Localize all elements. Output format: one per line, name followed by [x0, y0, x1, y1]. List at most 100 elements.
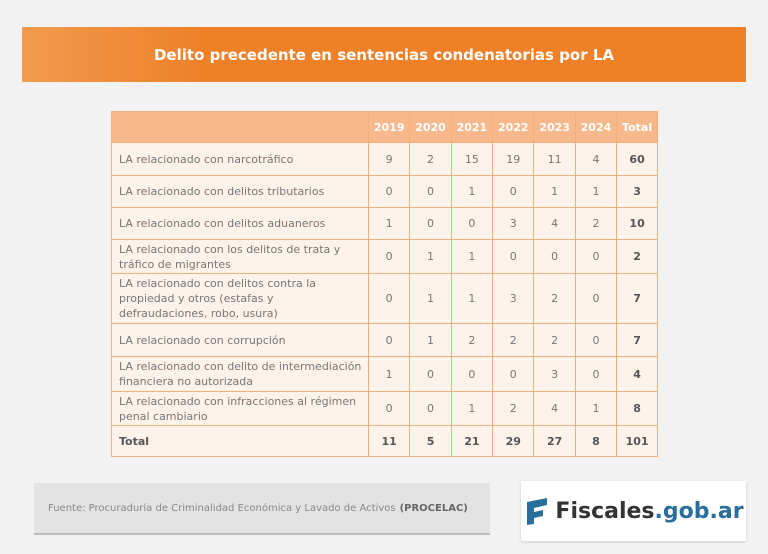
totals-cell: 29 [492, 425, 535, 457]
logo-icon [527, 498, 548, 525]
cell: 0 [492, 175, 535, 208]
cell: 0 [367, 273, 411, 324]
cell: 0 [367, 323, 411, 357]
row-label: LA relacionado con delitos tributarios [111, 175, 369, 208]
cell: 11 [533, 142, 576, 176]
cell: 0 [409, 207, 452, 240]
logo: Fiscales .gob.ar [521, 481, 746, 541]
table-row: LA relacionado con narcotráfico 9 2 15 19 11 4… [111, 142, 658, 176]
column-header: 2019 [367, 111, 411, 143]
cell: 0 [367, 239, 411, 274]
cell: 0 [574, 323, 618, 357]
row-total: 7 [616, 273, 658, 324]
row-label: LA relacionado con corrupción [111, 323, 369, 357]
cell: 0 [492, 239, 535, 274]
cell: 3 [492, 207, 535, 240]
cell: 0 [409, 175, 452, 208]
row-label: LA relacionado con delitos aduaneros [111, 207, 369, 240]
column-header: 2020 [409, 111, 452, 143]
cell: 9 [367, 142, 411, 176]
cell: 1 [367, 207, 411, 240]
cell: 3 [533, 356, 576, 392]
row-total: 8 [616, 391, 658, 426]
source: Fuente: Procuraduría de Criminalidad Eco… [48, 502, 396, 514]
cell: 2 [492, 323, 535, 357]
cell: 0 [492, 356, 535, 392]
header-banner: Delito precedente en sentencias condenat… [22, 27, 746, 82]
cell: 0 [574, 356, 618, 392]
header-row: 2019 2020 2021 2022 2023 2024 Total [111, 111, 658, 143]
cell: 1 [450, 273, 494, 324]
cell: 2 [409, 142, 452, 176]
row-total: 2 [616, 239, 658, 274]
cell: 2 [450, 323, 494, 357]
cell: 1 [450, 391, 494, 426]
totals-cell: 11 [367, 425, 411, 457]
row-total: 4 [616, 356, 658, 392]
totals-label: Total [111, 425, 369, 457]
cell: 4 [574, 142, 618, 176]
row-label: LA relacionado con delito de intermediac… [111, 356, 369, 392]
cell: 1 [409, 323, 452, 357]
source-org: (PROCELAC) [399, 502, 468, 514]
cell: 1 [574, 391, 618, 426]
cell: 0 [574, 273, 618, 324]
table-row: LA relacionado con delitos contra la pro… [111, 273, 658, 324]
cell: 3 [492, 273, 535, 324]
column-header: Total [616, 111, 658, 143]
cell: 2 [533, 273, 576, 324]
cell: 19 [492, 142, 535, 176]
table-row: LA relacionado con corrupción 0 1 2 2 2 0 7 [111, 323, 658, 357]
cell: 1 [409, 239, 452, 274]
cell: 0 [409, 356, 452, 392]
cell: 1 [367, 356, 411, 392]
table-row: LA relacionado con delitos aduaneros 1 0 0 3… [111, 207, 658, 240]
totals-cell: 8 [574, 425, 618, 457]
cell: 0 [450, 207, 494, 240]
table-row: LA relacionado con delito de intermediac… [111, 356, 658, 392]
column-header: 2023 [533, 111, 576, 143]
row-total: 60 [616, 142, 658, 176]
cell: 0 [574, 239, 618, 274]
column-header: 2022 [492, 111, 535, 143]
table-row: LA relacionado con infracciones al régim… [111, 391, 658, 426]
cell: 1 [450, 239, 494, 274]
column-header: 2024 [574, 111, 618, 143]
row-label: LA relacionado con delitos contra la pro… [111, 273, 369, 324]
row-total: 3 [616, 175, 658, 208]
grand-total: 101 [616, 425, 658, 457]
logo-name: Fiscales [555, 498, 655, 524]
row-label: LA relacionado con infracciones al régim… [111, 391, 369, 426]
cell: 0 [409, 391, 452, 426]
title: Delito precedente en sentencias condenat… [153, 45, 615, 64]
cell: 1 [533, 175, 576, 208]
cell: 0 [533, 239, 576, 274]
row-label: LA relacionado con narcotráfico [111, 142, 369, 176]
totals-cell: 5 [409, 425, 452, 457]
cell: 0 [367, 391, 411, 426]
cell: 1 [409, 273, 452, 324]
header-cell [111, 111, 369, 143]
row-total: 10 [616, 207, 658, 240]
cell: 0 [367, 175, 411, 208]
logo-domain: .gob.ar [654, 498, 744, 524]
totals-cell: 27 [533, 425, 576, 457]
cell: 1 [450, 175, 494, 208]
row-total: 7 [616, 323, 658, 357]
cell: 2 [574, 207, 618, 240]
cell: 4 [533, 391, 576, 426]
totals-cell: 21 [450, 425, 494, 457]
table-row: LA relacionado con delitos tributarios 0 0… [111, 175, 658, 208]
data-table: 2019 2020 2021 2022 2023 2024 Total LA relacion… [111, 111, 658, 457]
cell: 0 [450, 356, 494, 392]
cell: 15 [450, 142, 494, 176]
cell: 4 [533, 207, 576, 240]
source-box: Fuente: Procuraduría de Criminalidad Eco… [34, 483, 490, 535]
table-row: LA relacionado con los delitos de trata … [111, 239, 658, 274]
column-header: 2021 [450, 111, 494, 143]
row-label: LA relacionado con los delitos de trata … [111, 239, 369, 274]
cell: 2 [492, 391, 535, 426]
totals-row: Total 11 5 21 29 27 8 101 [111, 425, 658, 457]
cell: 1 [574, 175, 618, 208]
